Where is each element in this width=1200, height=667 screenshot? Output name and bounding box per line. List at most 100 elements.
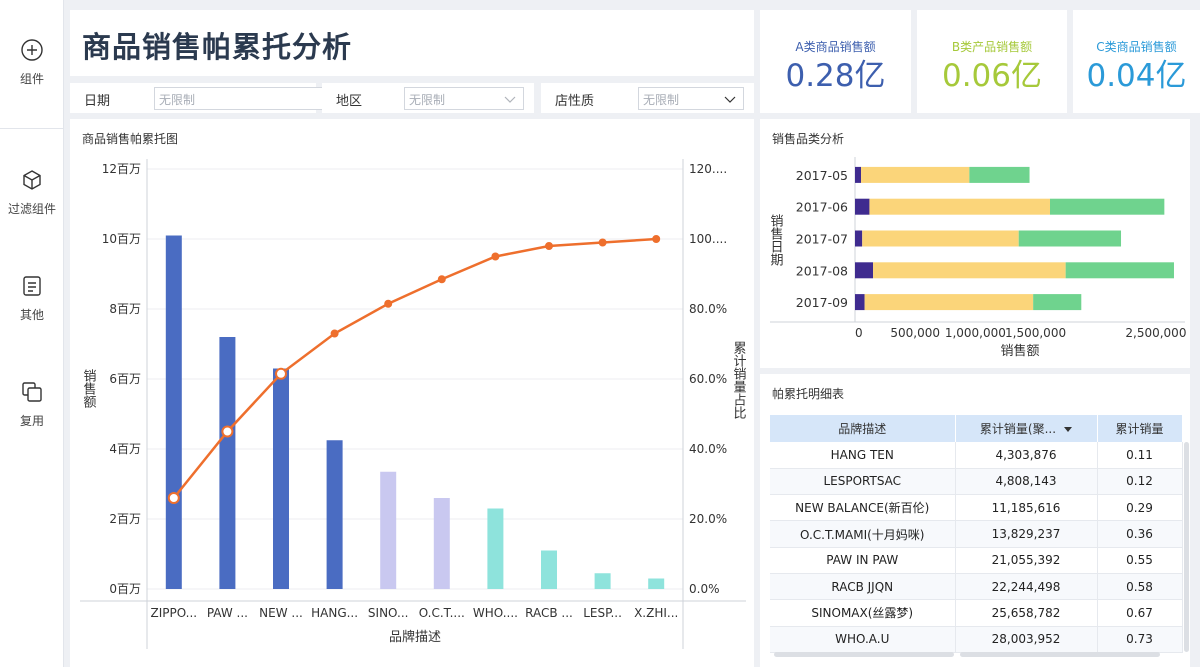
cumulative-ratio-point	[437, 275, 446, 284]
table-cell-cumulative-sales: 25,658,782	[955, 599, 1098, 627]
cumulative-ratio-point	[330, 329, 339, 338]
table-cell-cumulative-sales: 4,303,876	[955, 442, 1098, 469]
column-header-cumulative-sales[interactable]: 累计销量(聚...	[955, 415, 1098, 442]
y-tick-label: 8百万	[109, 302, 141, 316]
page-title: 商品销售帕累托分析	[82, 30, 353, 64]
x-tick-label: 0	[855, 326, 863, 340]
y2-axis-label: 累计销量占比	[731, 341, 747, 420]
x-axis-label: 品牌描述	[389, 629, 441, 645]
y2-tick-label: 60.0%	[689, 372, 727, 386]
x-tick-label: 1,000,000	[945, 326, 1006, 340]
y-axis-label: 销售额	[81, 369, 97, 409]
pareto-chart-title: 商品销售帕累托图	[82, 132, 179, 146]
horizontal-scrollbar-right[interactable]	[960, 652, 1160, 657]
table-row[interactable]: WHO.A.U 28,003,952 0.73	[770, 626, 1183, 653]
sidebar-item-filter-components[interactable]: 过滤组件	[0, 168, 64, 217]
category-bar-segment	[1018, 230, 1122, 247]
x-tick-label: 1,500,000	[1005, 326, 1066, 340]
cumulative-ratio-point	[275, 367, 287, 380]
category-bar-segment	[855, 166, 862, 183]
sidebar-item-components[interactable]: 组件	[0, 38, 64, 87]
table-row[interactable]: LESPORTSAC 4,808,143 0.12	[770, 468, 1183, 496]
sidebar-item-reuse[interactable]: 复用	[0, 380, 64, 429]
category-chart-title: 销售品类分析	[772, 132, 845, 146]
pareto-bar	[648, 578, 665, 589]
table-cell-brand: LESPORTSAC	[770, 468, 956, 496]
table-row[interactable]: RACB JJQN 22,244,498 0.58	[770, 573, 1183, 601]
y2-tick-label: 40.0%	[689, 442, 727, 456]
table-cell-cumulative-ratio: 0.29	[1097, 494, 1183, 522]
sort-desc-icon[interactable]	[1064, 427, 1073, 432]
category-bar-segment	[855, 198, 870, 215]
y-tick-label: 12百万	[102, 162, 141, 176]
category-bar-segment	[869, 198, 1050, 215]
cumulative-ratio-point	[167, 492, 180, 504]
x-tick-label: HANG...	[311, 606, 358, 620]
y-tick-label: 2017-08	[796, 263, 848, 278]
x-tick-label: O.C.T....	[419, 606, 465, 620]
category-bar-segment	[1033, 294, 1082, 311]
y-tick-label: 2017-06	[796, 200, 848, 215]
pareto-bar	[433, 498, 450, 589]
chevron-down-icon[interactable]	[723, 92, 737, 106]
category-bar-segment	[855, 230, 863, 247]
table-row[interactable]: NEW BALANCE(新百伦) 11,185,616 0.29	[770, 494, 1183, 522]
table-row[interactable]: SINOMAX(丝露梦) 25,658,782 0.67	[770, 599, 1183, 627]
table-cell-cumulative-ratio: 0.58	[1097, 573, 1183, 601]
table-cell-brand: O.C.T.MAMI(十月妈咪)	[770, 520, 956, 548]
table-cell-cumulative-sales: 4,808,143	[955, 468, 1098, 496]
x-tick-label: 2,500,000	[1125, 326, 1186, 340]
pareto-detail-table-panel: 帕累托明细表 品牌描述 累计销量(聚... 累计销量 HANG TEN 4,303…	[760, 374, 1190, 667]
sidebar-item-label: 复用	[19, 414, 44, 428]
y-tick-label: 2017-07	[796, 232, 848, 247]
x-axis-label: 销售额	[1000, 343, 1039, 359]
table-cell-cumulative-sales: 28,003,952	[955, 626, 1098, 653]
category-bar-segment	[864, 294, 1034, 311]
y-tick-label: 10百万	[102, 232, 141, 246]
chevron-down-icon[interactable]	[503, 92, 517, 106]
y2-tick-label: 20.0%	[689, 512, 727, 526]
copy-icon	[22, 382, 42, 402]
region-filter: 地区 无限制	[322, 83, 534, 113]
pareto-chart: 0百万 2百万 4百万 6百万 8百万 10百万 12百万 0.0% 20.0% 40.0% 60.…	[80, 159, 747, 649]
y2-tick-label: 100....	[689, 232, 727, 246]
y2-tick-label: 80.0%	[689, 302, 727, 316]
y-tick-label: 2017-09	[796, 295, 848, 310]
table-row[interactable]: HANG TEN 4,303,876 0.11	[770, 442, 1183, 469]
y2-tick-label: 120....	[689, 162, 727, 176]
cumulative-ratio-point	[221, 425, 234, 438]
column-header-label: 累计销量	[1115, 422, 1164, 436]
store-type-select[interactable]: 无限制	[638, 87, 744, 110]
kpi-card-a: A类商品销售额 0.28亿	[760, 10, 911, 113]
table-cell-cumulative-ratio: 0.11	[1097, 442, 1183, 469]
vertical-scrollbar[interactable]	[1184, 442, 1189, 652]
category-bar-segment	[862, 230, 1019, 247]
table-cell-brand: RACB JJQN	[770, 573, 956, 601]
sidebar-item-other[interactable]: 其他	[0, 274, 64, 323]
column-header-brand[interactable]: 品牌描述	[770, 415, 956, 442]
table-cell-brand: WHO.A.U	[770, 626, 956, 653]
date-input-placeholder: 无限制	[159, 93, 196, 107]
x-tick-label: ZIPPO...	[150, 606, 197, 620]
category-bar-segment	[969, 166, 1030, 183]
cumulative-ratio-point	[545, 242, 553, 250]
table-row[interactable]: O.C.T.MAMI(十月妈咪) 13,829,237 0.36	[770, 520, 1183, 548]
x-tick-label: WHO....	[473, 606, 518, 620]
x-tick-label: PAW ...	[207, 606, 248, 620]
category-bar-segment	[1050, 198, 1165, 215]
table-cell-cumulative-ratio: 0.55	[1097, 547, 1183, 574]
store-type-filter-label: 店性质	[555, 94, 595, 109]
table-cell-cumulative-ratio: 0.73	[1097, 626, 1183, 653]
x-tick-label: NEW ...	[259, 606, 303, 620]
table-header-row: 品牌描述 累计销量(聚... 累计销量	[770, 415, 1183, 442]
category-bar-segment	[855, 294, 865, 311]
horizontal-scrollbar-left[interactable]	[774, 652, 954, 657]
region-select[interactable]: 无限制	[404, 87, 524, 110]
x-tick-label: LESP...	[583, 606, 622, 620]
column-header-cumulative-ratio[interactable]: 累计销量	[1097, 415, 1183, 442]
pareto-bar	[380, 471, 397, 589]
table-cell-brand: HANG TEN	[770, 442, 956, 469]
sidebar-item-label: 其他	[19, 308, 44, 322]
pareto-bar	[326, 440, 343, 589]
table-row[interactable]: PAW IN PAW 21,055,392 0.55	[770, 547, 1183, 574]
